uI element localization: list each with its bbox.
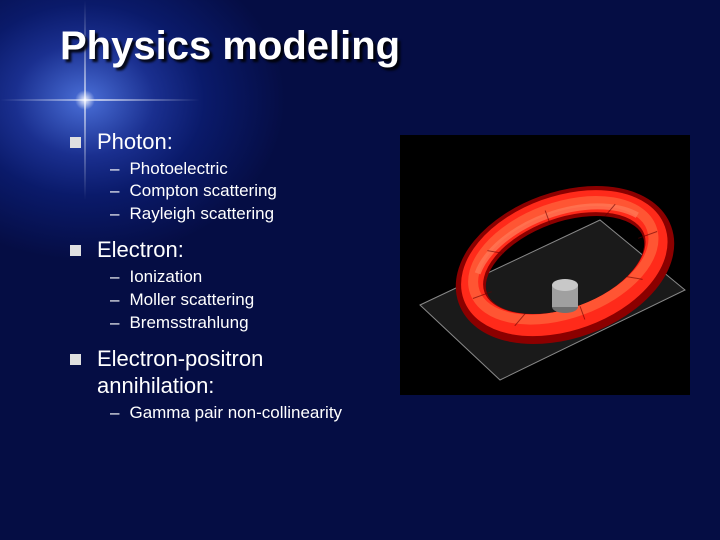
sub-label: Ionization [129,266,202,289]
dash-icon: – [110,312,119,335]
dash-icon: – [110,158,119,181]
sub-label: Moller scattering [129,289,254,312]
sub-item: –Photoelectric [110,158,380,181]
bullet-label: Photon: [97,128,173,156]
sub-item: –Moller scattering [110,289,380,312]
square-bullet-icon [70,354,81,365]
phantom-cylinder [552,279,578,313]
sub-list: –Photoelectric –Compton scattering –Rayl… [110,158,380,227]
bullet-label: Electron-positron annihilation: [97,345,380,400]
lens-flare-core [75,90,95,110]
dash-icon: – [110,266,119,289]
dash-icon: – [110,180,119,203]
slide-title: Physics modeling [60,24,400,69]
sub-list: –Gamma pair non-collinearity [110,402,380,425]
lens-flare-horizontal [0,99,200,101]
dash-icon: – [110,402,119,425]
bullet-item: Photon: [70,128,380,156]
bullet-item: Electron: [70,236,380,264]
bullet-item: Electron-positron annihilation: [70,345,380,400]
sub-item: –Gamma pair non-collinearity [110,402,380,425]
square-bullet-icon [70,245,81,256]
sub-item: –Bremsstrahlung [110,312,380,335]
square-bullet-icon [70,137,81,148]
bullet-list: Photon: –Photoelectric –Compton scatteri… [70,128,380,435]
sub-list: –Ionization –Moller scattering –Bremsstr… [110,266,380,335]
sub-label: Rayleigh scattering [129,203,274,226]
sub-item: –Ionization [110,266,380,289]
detector-render [400,135,690,395]
sub-label: Bremsstrahlung [129,312,248,335]
sub-item: –Rayleigh scattering [110,203,380,226]
sub-label: Gamma pair non-collinearity [129,402,342,425]
sub-label: Photoelectric [129,158,227,181]
dash-icon: – [110,289,119,312]
sub-label: Compton scattering [129,180,276,203]
bullet-label: Electron: [97,236,184,264]
sub-item: –Compton scattering [110,180,380,203]
dash-icon: – [110,203,119,226]
